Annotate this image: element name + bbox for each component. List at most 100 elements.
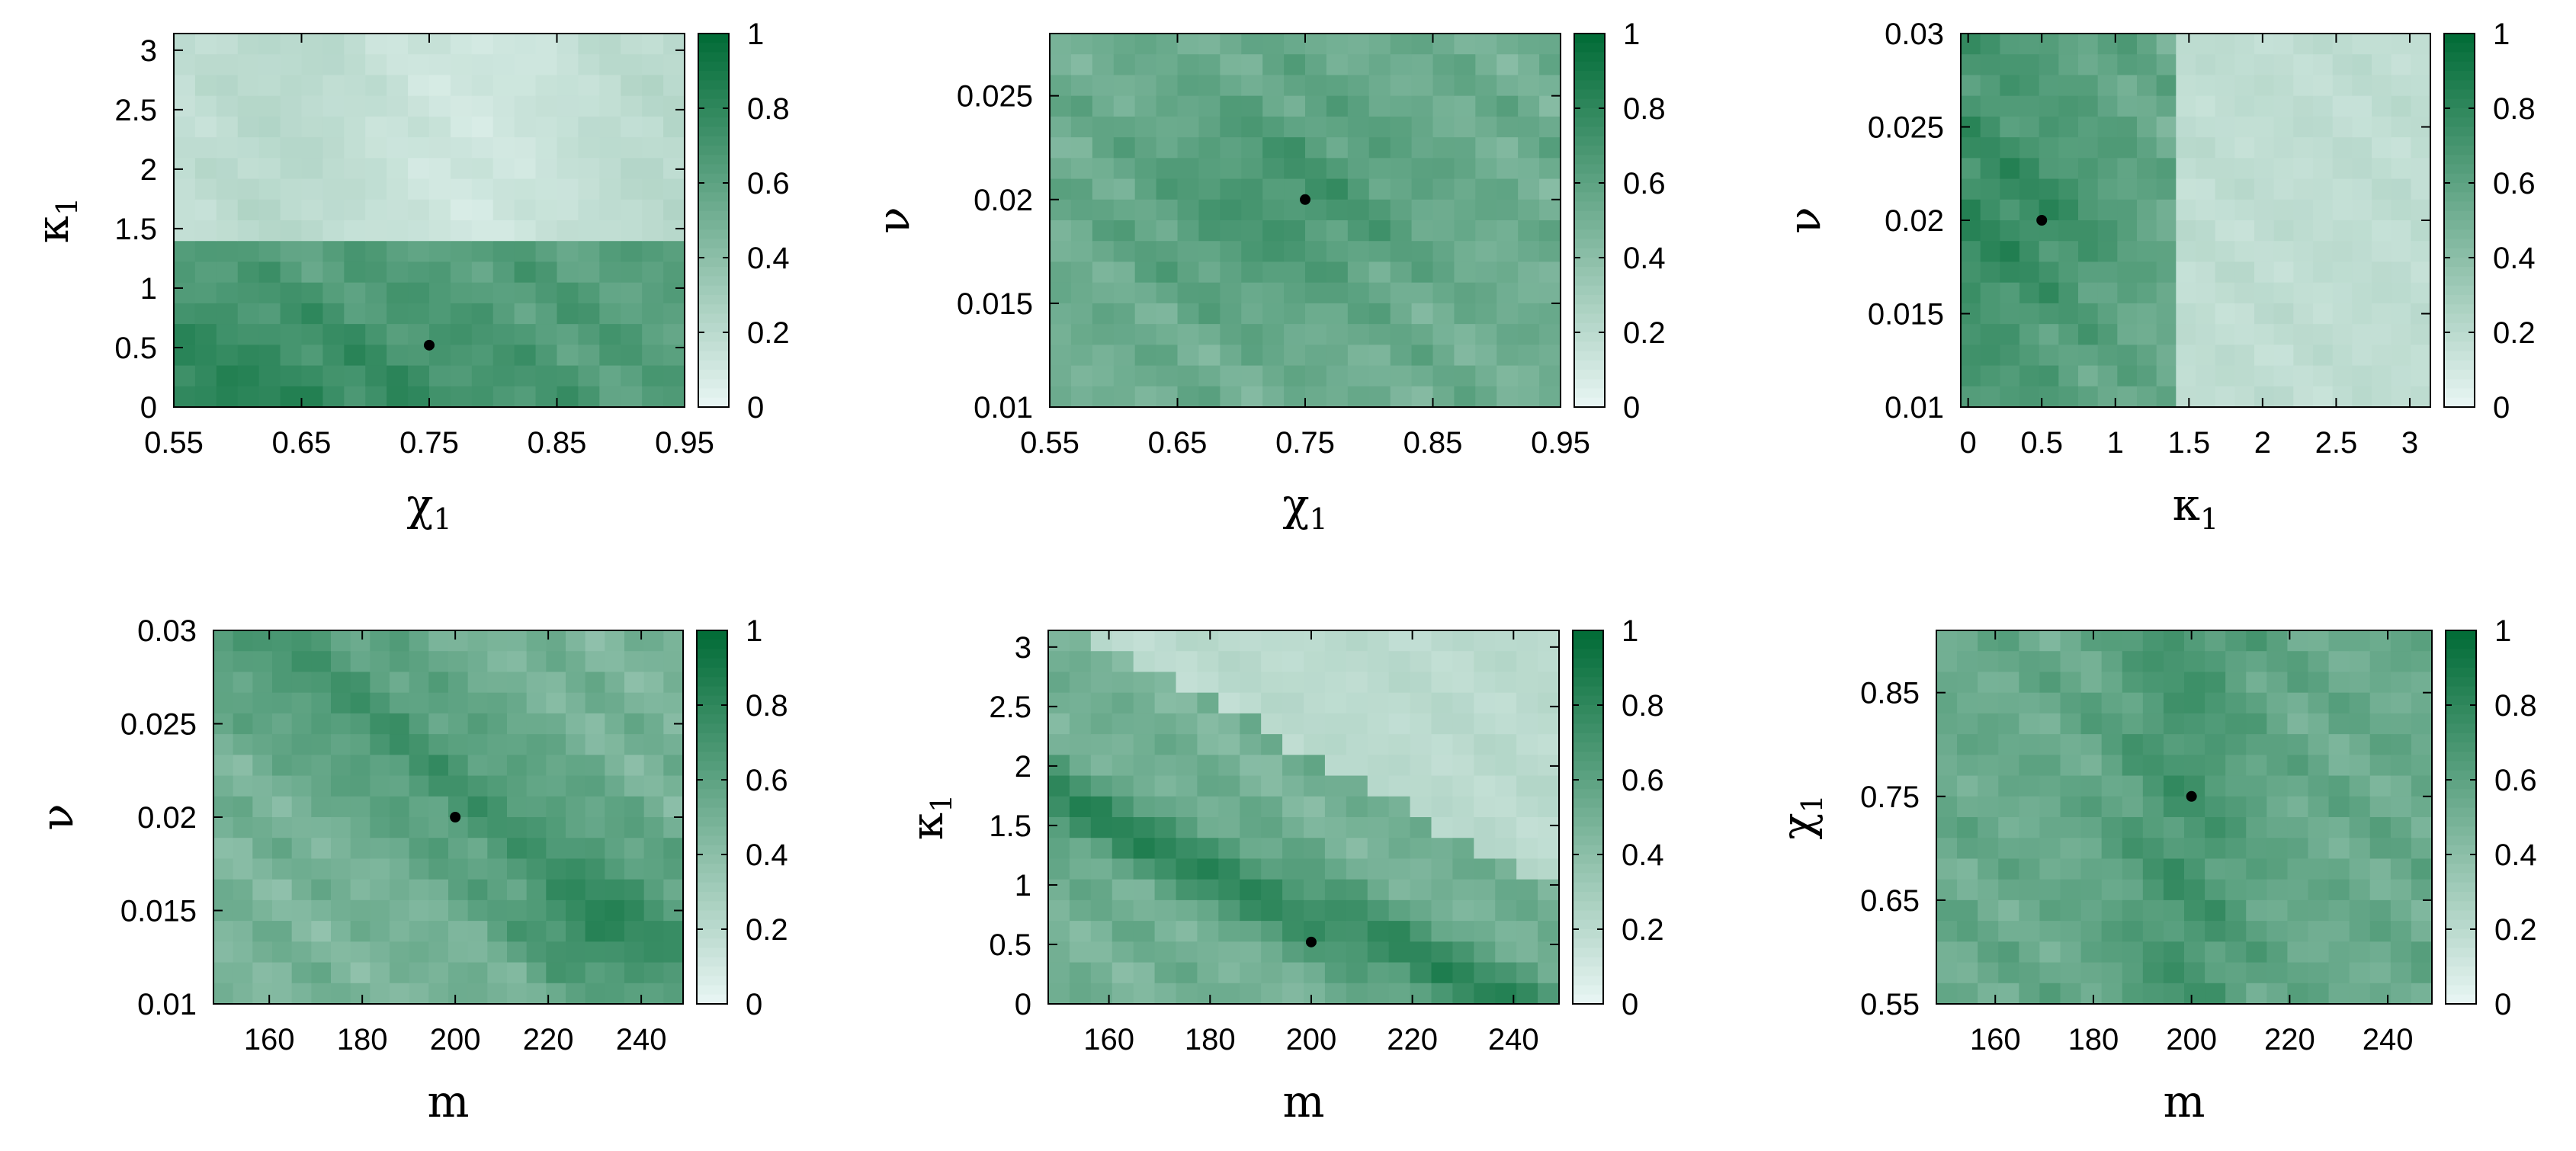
heatmap-cell (1388, 962, 1411, 984)
heatmap-cell (1368, 303, 1391, 325)
heatmap-cell (2122, 713, 2144, 735)
heatmap-cell (2352, 178, 2372, 200)
heatmap-cell (409, 796, 429, 818)
heatmap-cell (2287, 817, 2309, 838)
heatmap-cell (2273, 386, 2294, 408)
heatmap-cell (1367, 692, 1390, 714)
heatmap-cell (1474, 713, 1496, 735)
heatmap-cell (2176, 386, 2196, 408)
heatmap-cell (213, 672, 234, 694)
heatmap-cell (2225, 796, 2247, 818)
heatmap-cell (448, 879, 469, 901)
heatmap-cell (409, 755, 429, 777)
y-tick-label: 0.02 (137, 801, 197, 835)
heatmap-cell (1936, 962, 1958, 984)
heatmap-cell (1048, 796, 1070, 818)
colorbar-segment (2444, 192, 2475, 203)
heatmap-cell (507, 838, 528, 860)
y-tick-label: 0.025 (120, 708, 197, 742)
heatmap-cells (174, 34, 685, 408)
heatmap-cell (1980, 261, 2000, 284)
colorbar-segment (1574, 43, 1605, 53)
heatmap-cell (2019, 713, 2041, 735)
heatmap-cell (350, 796, 371, 818)
heatmap-cell (1112, 734, 1134, 755)
heatmap-cell (1069, 734, 1092, 755)
heatmap-cell (1284, 75, 1306, 97)
heatmap-cell (642, 324, 664, 345)
heatmap-cell (578, 199, 600, 221)
heatmap-cell (2060, 941, 2082, 963)
heatmap-cell (2101, 921, 2123, 942)
heatmap-cell (2117, 116, 2138, 138)
heatmap-cell (643, 858, 664, 880)
heatmap-cell (2000, 54, 2020, 76)
colorbar-tick-label: 0.6 (1622, 764, 1664, 797)
heatmap-cell (2039, 303, 2059, 325)
heatmap-cell (514, 54, 537, 76)
heatmap-cell (2352, 137, 2372, 159)
heatmap-cell (213, 983, 234, 1005)
heatmap-cell (2369, 755, 2392, 777)
heatmap-cell (1240, 692, 1262, 714)
heatmap-cell (2176, 345, 2196, 367)
heatmap-cell (1411, 199, 1434, 221)
heatmap-cell (1048, 713, 1070, 735)
colorbar-segment (698, 351, 729, 361)
colorbar-segment (2444, 146, 2475, 155)
heatmap-cell (2019, 345, 2040, 367)
colorbar-segment (2444, 397, 2475, 408)
heatmap-cell (1112, 817, 1134, 838)
heatmap-cell (1454, 220, 1476, 242)
heatmap-cell (492, 178, 515, 200)
heatmap-cell (2328, 838, 2350, 860)
heatmap-cell (1197, 983, 1219, 1005)
heatmap-cell (1177, 199, 1200, 221)
heatmap-cell (1495, 692, 1517, 714)
heatmap-cell (2097, 34, 2118, 55)
heatmap-cell (2313, 261, 2334, 284)
heatmap-cell (2308, 734, 2330, 755)
heatmap-cell (429, 386, 451, 408)
heatmap-cell (390, 775, 410, 797)
heatmap-cell (526, 983, 547, 1005)
heatmap-cell (280, 34, 303, 55)
heatmap-cell (194, 324, 217, 345)
heatmap-cell (2058, 345, 2079, 367)
heatmap-cell (1262, 75, 1285, 97)
heatmap-cell (344, 324, 366, 345)
heatmap-cell (1347, 241, 1370, 263)
heatmap-cell (390, 941, 410, 963)
heatmap-cell (2313, 220, 2334, 242)
heatmap-cell (1197, 796, 1219, 818)
colorbar-segment (1574, 220, 1605, 230)
heatmap-cell (1090, 734, 1113, 755)
heatmap-cell (1177, 137, 1200, 159)
heatmap-cell (526, 838, 547, 860)
heatmap-cell (2205, 962, 2226, 984)
heatmap-cell (663, 386, 685, 408)
heatmap-cell (1134, 241, 1157, 263)
heatmap-cell (1324, 734, 1347, 755)
heatmap-cell (322, 75, 345, 97)
heatmap-cell (2293, 303, 2314, 325)
heatmap-cell (365, 386, 387, 408)
heatmap-cell (1347, 137, 1370, 159)
heatmap-cell (252, 755, 273, 777)
heatmap-cell (526, 755, 547, 777)
heatmap-cell (448, 921, 469, 942)
colorbar-segment (697, 723, 727, 734)
heatmap-cell (1282, 817, 1304, 838)
heatmap-cell (1980, 178, 2000, 200)
colorbar-segment (698, 210, 729, 221)
heatmap-cell (566, 755, 586, 777)
x-tick-label: 1 (2107, 426, 2124, 460)
heatmap-cell (258, 116, 281, 138)
y-axis-label: ν (868, 207, 919, 233)
heatmap-cell (344, 303, 366, 325)
heatmap-cell (2372, 137, 2392, 159)
heatmap-cell (301, 220, 324, 242)
heatmap-cell (2313, 365, 2334, 387)
heatmap-cell (1261, 921, 1283, 942)
colorbar-segment (698, 173, 729, 184)
